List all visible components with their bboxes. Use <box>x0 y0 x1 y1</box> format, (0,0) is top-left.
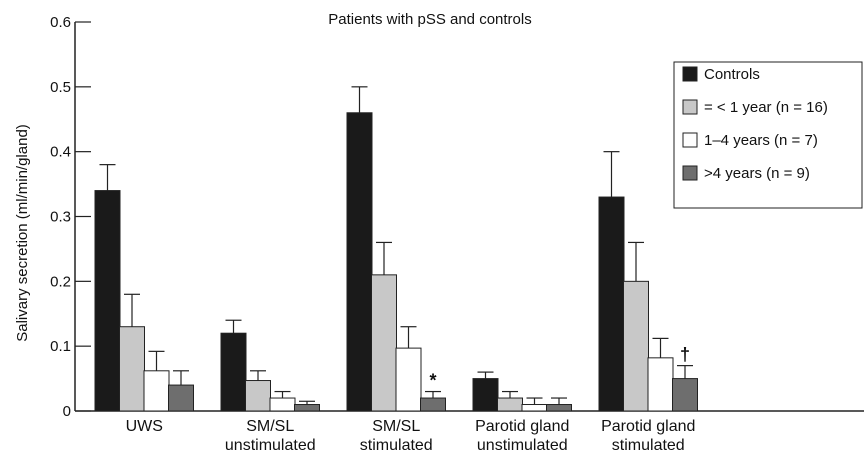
annotations: *† <box>429 345 690 391</box>
legend-label: 1–4 years (n = 7) <box>704 132 818 149</box>
bar <box>420 397 446 412</box>
significance-marker: * <box>429 371 436 391</box>
bar <box>269 397 296 412</box>
y-tick-label: 0.4 <box>50 144 71 161</box>
bar <box>521 404 548 412</box>
y-tick-label: 0.3 <box>50 209 71 226</box>
y-tick-label: 0.6 <box>50 14 71 31</box>
bar <box>672 378 698 412</box>
legend-swatch <box>682 99 698 115</box>
legend-frame <box>673 61 863 209</box>
bar <box>294 404 320 412</box>
legend-label: Controls <box>704 66 760 83</box>
legend-label: = < 1 year (n = 16) <box>704 99 828 116</box>
bar <box>346 112 373 412</box>
bar <box>497 397 523 412</box>
y-tick-label: 0.5 <box>50 79 71 96</box>
y-tick-label: 0.1 <box>50 338 71 355</box>
category-label: Parotid gland <box>601 418 695 435</box>
category-label: unstimulated <box>477 437 568 454</box>
bar <box>598 196 625 412</box>
bar <box>94 190 121 412</box>
bar <box>371 274 397 412</box>
category-label: unstimulated <box>225 437 316 454</box>
y-axis-label: Salivary secretion (ml/min/gland) <box>14 124 31 342</box>
bar <box>472 378 499 412</box>
legend-swatch <box>682 132 698 148</box>
category-labels: UWS SM/SL unstimulated SM/SL stimulated Parot… <box>126 418 696 454</box>
legend-swatch <box>682 66 698 82</box>
chart-title: Patients with pSS and controls <box>328 11 531 28</box>
category-label: Parotid gland <box>475 418 569 435</box>
category-label: stimulated <box>360 437 433 454</box>
category-label: UWS <box>126 418 163 435</box>
bar <box>245 380 271 412</box>
bar <box>395 347 422 412</box>
bars <box>94 86 698 412</box>
category-label: SM/SL <box>372 418 420 435</box>
legend: Controls = < 1 year (n = 16) 1–4 years (n … <box>673 61 863 209</box>
bar <box>220 332 247 412</box>
legend-swatch <box>682 165 698 181</box>
legend-label: >4 years (n = 9) <box>704 165 810 182</box>
significance-marker: † <box>680 345 690 365</box>
bar <box>168 384 194 412</box>
bar <box>119 326 145 412</box>
bar <box>546 404 572 412</box>
y-tick-label: 0.2 <box>50 273 71 290</box>
axes: 0 0.1 0.2 0.3 0.4 0.5 0.6 <box>50 14 864 420</box>
category-label: SM/SL <box>246 418 294 435</box>
y-tick-label: 0 <box>63 403 71 420</box>
bar <box>143 370 170 412</box>
bar <box>623 280 649 412</box>
bar <box>647 357 674 412</box>
category-label: stimulated <box>612 437 685 454</box>
